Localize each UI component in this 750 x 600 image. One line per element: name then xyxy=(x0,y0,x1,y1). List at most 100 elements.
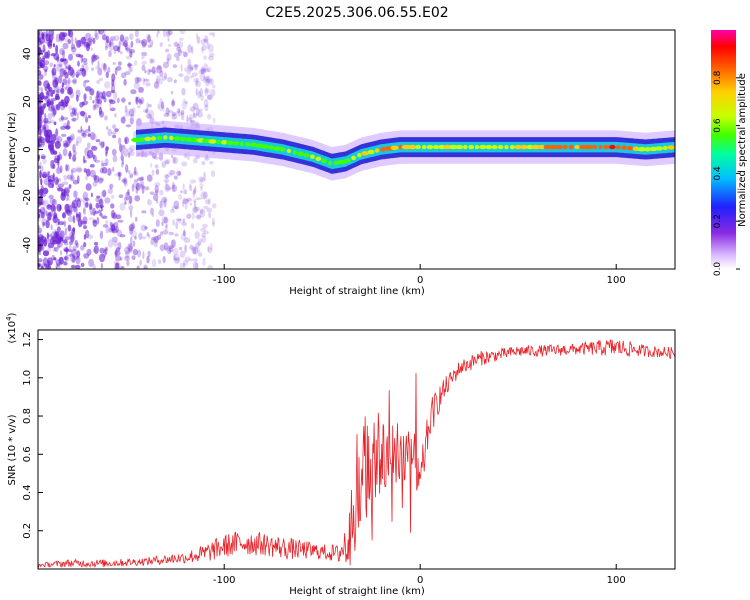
noise-speckle xyxy=(173,79,177,84)
noise-speckle xyxy=(154,184,159,194)
noise-speckle xyxy=(127,62,132,69)
noise-speckle xyxy=(77,218,83,228)
noise-speckle xyxy=(128,101,131,105)
noise-speckle xyxy=(182,230,186,236)
y-tick-label: 20 xyxy=(22,95,33,108)
noise-speckle xyxy=(108,98,114,103)
noise-speckle xyxy=(211,217,215,225)
noise-speckle xyxy=(212,84,216,89)
noise-speckle xyxy=(151,66,156,74)
noise-speckle xyxy=(75,72,80,77)
noise-speckle xyxy=(119,34,125,42)
noise-speckle xyxy=(121,178,126,183)
noise-speckle xyxy=(45,210,48,217)
noise-speckle xyxy=(98,30,101,34)
noise-speckle xyxy=(72,205,78,214)
noise-speckle xyxy=(201,235,207,243)
noise-speckle xyxy=(112,240,119,247)
noise-speckle xyxy=(84,86,92,92)
noise-speckle xyxy=(70,111,75,117)
noise-speckle xyxy=(166,172,173,177)
noise-speckle xyxy=(208,197,211,205)
noise-speckle xyxy=(150,58,155,64)
noise-speckle xyxy=(105,146,110,151)
noise-speckle xyxy=(188,114,193,122)
noise-speckle xyxy=(162,30,167,38)
noise-speckle xyxy=(141,41,146,49)
noise-speckle xyxy=(88,36,94,43)
noise-speckle xyxy=(63,220,66,226)
noise-speckle xyxy=(203,63,209,71)
noise-speckle xyxy=(167,245,174,249)
y-tick-label: -40 xyxy=(22,237,33,253)
noise-speckle xyxy=(117,171,120,176)
noise-speckle xyxy=(98,91,104,99)
noise-speckle xyxy=(181,197,188,204)
noise-speckle xyxy=(114,249,118,258)
noise-speckle xyxy=(84,129,91,133)
y-tick-label: 1.2 xyxy=(22,332,33,348)
noise-speckle xyxy=(65,86,68,90)
noise-speckle xyxy=(80,129,86,137)
noise-speckle xyxy=(126,45,132,54)
noise-speckle xyxy=(179,250,186,258)
noise-speckle xyxy=(66,164,70,172)
noise-speckle xyxy=(105,71,109,79)
noise-speckle xyxy=(54,140,61,149)
noise-speckle xyxy=(51,254,56,261)
noise-speckle xyxy=(51,108,56,118)
noise-speckle xyxy=(107,66,111,73)
noise-speckle xyxy=(125,124,132,128)
noise-speckle xyxy=(59,68,65,77)
noise-speckle xyxy=(40,178,43,186)
noise-speckle xyxy=(173,253,180,261)
noise-speckle xyxy=(96,217,100,225)
ridge-core-segment xyxy=(655,146,663,151)
noise-speckle xyxy=(86,142,91,149)
noise-speckle xyxy=(182,51,188,58)
noise-speckle xyxy=(130,222,136,230)
noise-speckle xyxy=(194,64,198,71)
ridge-core-segment xyxy=(584,144,594,150)
noise-speckle xyxy=(45,265,52,269)
noise-speckle xyxy=(187,64,194,72)
noise-speckle xyxy=(146,255,150,264)
noise-speckle xyxy=(68,86,72,94)
noise-speckle xyxy=(83,206,87,216)
noise-speckle xyxy=(50,159,55,169)
noise-speckles xyxy=(38,30,217,269)
noise-speckle xyxy=(55,44,59,54)
noise-speckle xyxy=(149,191,155,195)
noise-speckle xyxy=(52,43,56,48)
noise-speckle xyxy=(103,249,107,258)
noise-speckle xyxy=(55,93,60,100)
noise-speckle xyxy=(121,96,126,104)
noise-speckle xyxy=(38,94,45,100)
spectrogram-x-label: Height of straight line (km) xyxy=(289,286,425,297)
noise-speckle xyxy=(38,34,41,44)
spectrogram-x-ticks: -100 0 100 xyxy=(213,264,626,286)
ridge-core-segment xyxy=(169,135,174,141)
noise-speckle xyxy=(50,97,58,102)
noise-speckle xyxy=(94,102,99,111)
noise-speckle xyxy=(57,183,64,188)
noise-speckle xyxy=(48,194,54,199)
noise-speckle xyxy=(179,37,184,41)
noise-speckle xyxy=(116,229,122,237)
noise-speckle xyxy=(81,57,88,63)
noise-speckle xyxy=(132,107,136,114)
noise-speckle xyxy=(109,183,114,190)
noise-speckle xyxy=(93,55,100,60)
noise-speckle xyxy=(207,113,212,120)
noise-speckle xyxy=(39,161,42,171)
noise-speckle xyxy=(123,177,128,185)
noise-speckle xyxy=(173,175,178,180)
noise-speckle xyxy=(42,222,45,229)
noise-speckle xyxy=(38,80,42,86)
noise-speckle xyxy=(199,209,204,215)
noise-speckle xyxy=(90,192,93,198)
noise-speckle xyxy=(94,210,99,215)
noise-speckle xyxy=(72,150,77,157)
noise-speckle xyxy=(167,76,173,83)
noise-speckle xyxy=(190,222,195,229)
